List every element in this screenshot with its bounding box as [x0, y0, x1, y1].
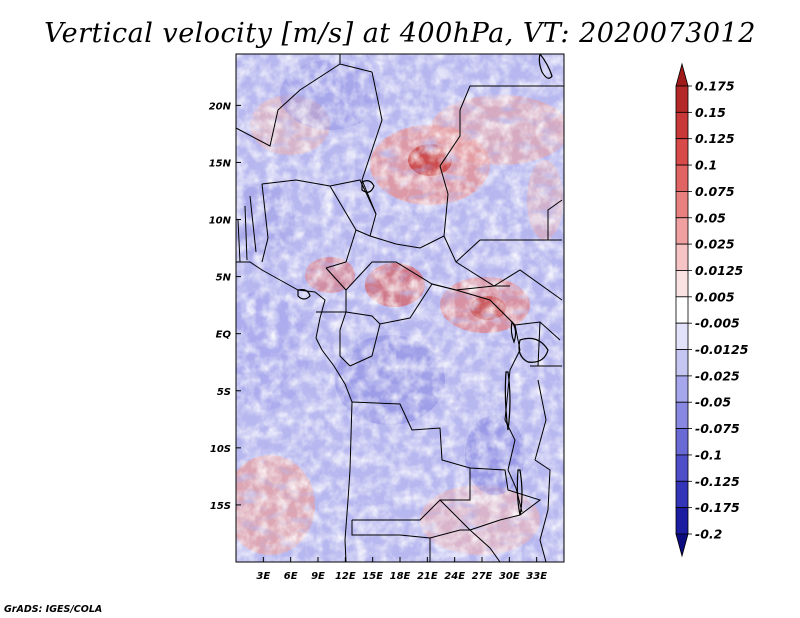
colorbar-box-6 [675, 217, 689, 245]
colorbar-box-5 [675, 191, 689, 219]
y-tick-label-20N: 20N [209, 101, 232, 112]
colorbar-box-16 [675, 480, 689, 509]
border-benin [249, 183, 269, 263]
lake-victoria [518, 337, 549, 363]
colorbar-label-3: 0.1 [695, 158, 717, 173]
colorbar-label-13: -0.075 [695, 421, 740, 436]
colorbar-label-16: -0.175 [695, 500, 740, 515]
y-tick-label-10S: 10S [210, 444, 231, 455]
border-togo [237, 205, 248, 263]
colorbar-top-arrow [675, 62, 689, 87]
colorbar-label-7: 0.0125 [695, 263, 744, 278]
border-nigeria-east [325, 185, 357, 269]
lake-albert [510, 320, 517, 344]
y-tick-label-15S: 15S [210, 501, 231, 512]
border-algeria-niger [236, 63, 373, 147]
y-axis: 20N 15N 10N 5N EQ 5S 10S 15S [209, 101, 241, 512]
y-tick-label-5S: 5S [217, 387, 231, 398]
colorbar-label-0: 0.175 [695, 79, 735, 94]
colorbar-label-6: 0.025 [695, 237, 735, 252]
chart-title: Vertical velocity [m/s] at 400hPa, VT: 2… [44, 18, 756, 49]
border-congo [339, 311, 381, 367]
colorbar-label-17: -0.2 [695, 527, 722, 542]
x-tick-label-21E: 21E [417, 571, 438, 582]
border-libya [339, 54, 383, 151]
border-namibia [351, 520, 470, 539]
x-tick-label-9E: 9E [311, 571, 325, 582]
red-sea-coast [538, 54, 553, 79]
colorbar-box-8 [675, 270, 689, 298]
lake-volta [297, 289, 311, 300]
border-cameroon [325, 267, 347, 312]
colorbar-label-9: -0.005 [695, 316, 740, 331]
border-angola [351, 401, 471, 521]
colorbar-box-14 [675, 428, 689, 456]
colorbar-label-4: 0.075 [695, 184, 735, 199]
colorbar-label-12: -0.05 [695, 395, 731, 410]
x-tick-label-18E: 18E [390, 571, 411, 582]
colorbar-box-15 [675, 454, 689, 482]
lakes [297, 54, 553, 516]
border-chad-north [361, 149, 377, 237]
colorbar-box-13 [675, 401, 689, 429]
colorbar-bottom-arrow [675, 533, 689, 558]
colorbar-label-2: 0.125 [695, 131, 735, 146]
grads-credit: GrADS: IGES/COLA [4, 604, 102, 615]
border-uganda-kenya [514, 321, 561, 367]
border-chad-sudan [439, 85, 564, 263]
border-gabon [316, 311, 381, 325]
y-tick-label-5N: 5N [216, 273, 232, 284]
colorbar-box-11 [675, 349, 689, 377]
colorbar-box-7 [675, 243, 689, 271]
lake-malawi [516, 469, 523, 516]
colorbar-box-2 [675, 111, 689, 140]
x-tick-label-3E: 3E [256, 571, 270, 582]
colorbar-box-1 [675, 85, 689, 113]
colorbar-box-10 [675, 322, 689, 350]
colorbar-label-1: 0.15 [695, 105, 726, 120]
x-tick-label-12E: 12E [335, 571, 356, 582]
x-tick-label-30E: 30E [499, 571, 520, 582]
x-tick-label-27E: 27E [472, 571, 493, 582]
border-south-sudan [455, 239, 563, 301]
border-car-south [345, 261, 495, 291]
colorbar-label-11: -0.025 [695, 368, 740, 383]
x-tick-label-33E: 33E [526, 571, 547, 582]
country-borders [236, 54, 564, 562]
colorbar-box-3 [675, 138, 689, 166]
y-tick-label-10N: 10N [209, 216, 232, 227]
colorbar-label-14: -0.1 [695, 447, 722, 462]
colorbar-box-17 [675, 507, 689, 535]
border-tanzania [530, 365, 562, 461]
colorbar: 0.175 0.15 0.125 0.1 0.075 0.05 0.025 0.0125 0.0… [675, 62, 749, 558]
x-axis: 3E 6E 9E 12E 15E 18E 21E 24E 27E 30E 33E [256, 557, 547, 582]
x-tick-label-24E: 24E [444, 571, 465, 582]
colorbar-label-5: 0.05 [695, 210, 726, 225]
colorbar-label-10: -0.0125 [695, 342, 749, 357]
y-tick-label-15N: 15N [209, 158, 232, 169]
colorbar-label-15: -0.125 [695, 474, 740, 489]
colorbar-box-4 [675, 164, 689, 192]
colorbar-label-8: 0.005 [695, 289, 735, 304]
lake-chad [361, 180, 375, 193]
border-drc [379, 283, 516, 326]
field-texture-blue [236, 54, 564, 562]
x-tick-label-6E: 6E [284, 571, 298, 582]
colorbar-box-9 [675, 296, 689, 324]
border-mozambique [534, 459, 551, 562]
border-botswana [429, 529, 501, 562]
border-malawi [507, 469, 523, 513]
border-zambia [439, 467, 542, 531]
map-panel [236, 54, 564, 562]
coastline [236, 261, 353, 562]
y-tick-label-EQ: EQ [216, 330, 232, 341]
x-tick-label-15E: 15E [362, 571, 383, 582]
lake-tanganyika [504, 371, 511, 431]
colorbar-box-12 [675, 375, 689, 403]
border-ethiopia [547, 199, 563, 240]
